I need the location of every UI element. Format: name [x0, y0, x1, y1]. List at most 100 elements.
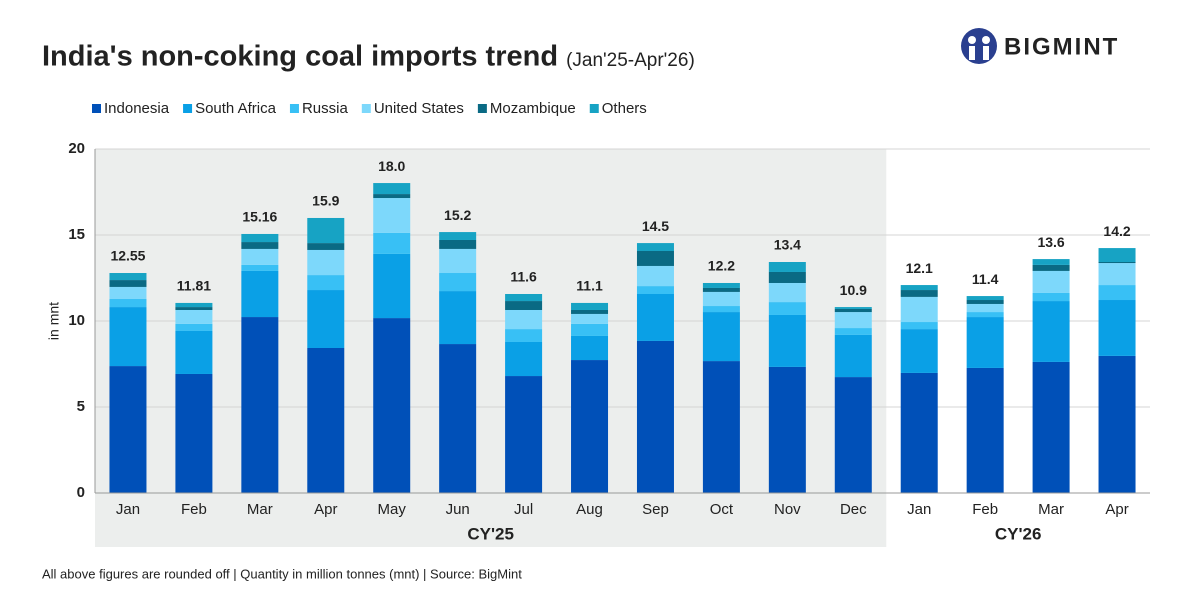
bar-segment [966, 367, 1004, 493]
x-tick-label: Aug [576, 501, 603, 518]
legend-label: United States [374, 100, 464, 117]
bar-segment [702, 361, 740, 493]
bar-segment [966, 312, 1004, 318]
legend-label: South Africa [195, 100, 277, 117]
bar-segment [373, 198, 411, 233]
total-label: 13.6 [1037, 234, 1064, 250]
bar-segment [636, 293, 674, 341]
total-label: 12.2 [708, 258, 735, 274]
bar-segment [1098, 355, 1136, 493]
bar-segment [1032, 270, 1070, 293]
bar-segment [439, 273, 477, 292]
bar-segment [439, 239, 477, 249]
bar-segment [175, 302, 213, 308]
y-tick-label: 15 [68, 226, 85, 243]
bar-segment [768, 314, 806, 367]
bar-segment [109, 298, 147, 308]
logo-icon [968, 36, 976, 44]
bar-segment [702, 282, 740, 288]
bar-segment [1032, 259, 1070, 265]
legend-label: Indonesia [104, 100, 170, 117]
x-tick-label: Dec [840, 501, 867, 518]
logo-icon [983, 46, 989, 60]
legend-label: Others [602, 100, 647, 117]
bar-segment [834, 308, 872, 313]
total-label: 14.2 [1103, 223, 1130, 239]
total-label: 15.9 [312, 193, 339, 209]
bar-segment [900, 329, 938, 373]
bar-segment [768, 262, 806, 272]
bar-segment [571, 360, 609, 493]
total-label: 10.9 [840, 282, 867, 298]
bar-segment [439, 232, 477, 240]
bar-segment [505, 341, 543, 377]
legend-swatch [92, 104, 101, 113]
bar-segment [373, 183, 411, 195]
bar-segment [702, 306, 740, 313]
legend-swatch [589, 104, 599, 113]
x-tick-label: Oct [710, 501, 734, 518]
group-label: CY'26 [995, 524, 1042, 543]
bar-segment [1032, 292, 1070, 302]
total-label: 11.1 [576, 278, 603, 294]
bar-segment [373, 232, 411, 254]
bar-segment [636, 265, 674, 287]
bar-segment [109, 366, 147, 493]
bar-segment [834, 328, 872, 335]
total-label: 14.5 [642, 218, 669, 234]
x-tick-label: Jul [514, 501, 533, 518]
bar-segment [373, 318, 411, 493]
bar-segment [1098, 263, 1136, 286]
bar-segment [571, 323, 609, 336]
bar-segment [636, 340, 674, 493]
bar-segment [109, 307, 147, 367]
bar-segment [702, 291, 740, 307]
brand-name: BIGMINT [1004, 33, 1119, 60]
total-label: 15.2 [444, 207, 471, 223]
x-tick-label: Feb [972, 501, 998, 518]
y-axis-label: in mnt [46, 302, 62, 340]
bar-segment [307, 290, 345, 349]
bar-segment [109, 280, 147, 287]
total-label: 12.1 [906, 260, 933, 276]
bar-segment [768, 271, 806, 283]
bar-segment [241, 317, 279, 493]
bar-segment [175, 330, 213, 374]
bar-segment [966, 317, 1004, 368]
bar-segment [768, 366, 806, 493]
bar-segment [834, 312, 872, 329]
bar-segment [1032, 264, 1070, 271]
logo-icon [982, 36, 990, 44]
bar-segment [702, 312, 740, 362]
bar-segment [834, 377, 872, 493]
legend-swatch [361, 104, 371, 113]
bar-segment [439, 291, 477, 345]
chart-title: India's non-coking coal imports trend [42, 41, 558, 73]
logo-icon [969, 46, 975, 60]
logo: BIGMINT [961, 28, 1119, 64]
x-tick-label: Nov [774, 501, 801, 518]
bar-segment [1098, 262, 1136, 264]
bar-segment [966, 303, 1004, 313]
bar-segment [1098, 285, 1136, 301]
legend-swatch [289, 104, 299, 113]
bar-segment [1032, 301, 1070, 362]
bar-segment [439, 344, 477, 493]
bar-segment [834, 334, 872, 378]
bar-segment [900, 285, 938, 291]
bar-segment [571, 313, 609, 324]
bar-segment [768, 302, 806, 315]
legend-swatch [477, 104, 487, 113]
bar-segment [307, 348, 345, 493]
bar-segment [175, 307, 213, 310]
x-tick-label: Feb [181, 501, 207, 518]
bar-segment [702, 287, 740, 292]
bar-segment [505, 293, 543, 302]
footnote: All above figures are rounded off | Quan… [42, 566, 522, 581]
bar-segment [307, 217, 345, 244]
bar-segment [241, 270, 279, 318]
bar-segment [307, 243, 345, 250]
legend-swatch [183, 104, 193, 113]
bar-segment [966, 296, 1004, 301]
